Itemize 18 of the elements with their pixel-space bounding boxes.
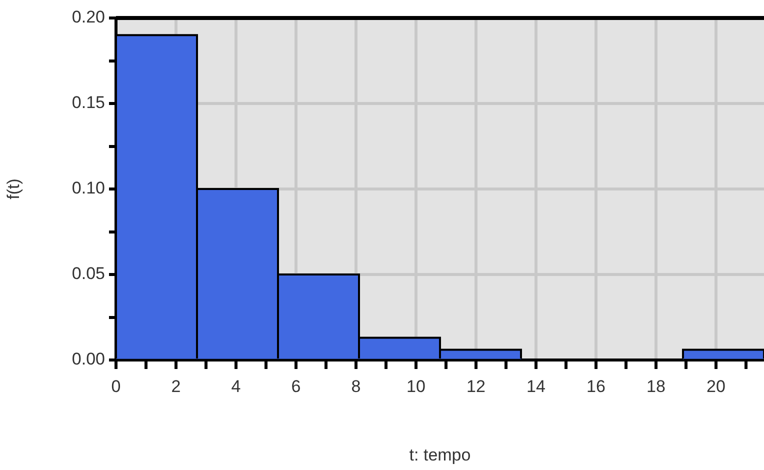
y-tick-label: 0.20 [72, 8, 105, 27]
x-tick-label: 10 [406, 376, 426, 396]
x-axis-title: t: tempo [409, 445, 471, 464]
x-tick-label: 20 [706, 376, 726, 396]
x-tick-label: 18 [646, 376, 666, 396]
x-tick-label: 14 [526, 376, 546, 396]
x-tick-label: 0 [111, 376, 121, 396]
x-tick-label: 4 [231, 376, 241, 396]
y-tick-label: 0.05 [72, 264, 105, 284]
y-tick-label: 0.00 [72, 350, 105, 369]
y-tick-label: 0.10 [72, 178, 105, 198]
y-tick-label: 0.15 [72, 93, 105, 112]
x-tick-label: 2 [171, 376, 181, 396]
x-tick-label: 12 [466, 376, 486, 396]
x-tick-label: 6 [291, 376, 301, 396]
y-axis-title: f(t) [4, 178, 23, 200]
x-tick-label: 16 [586, 376, 606, 396]
x-tick-label: 8 [351, 376, 361, 396]
